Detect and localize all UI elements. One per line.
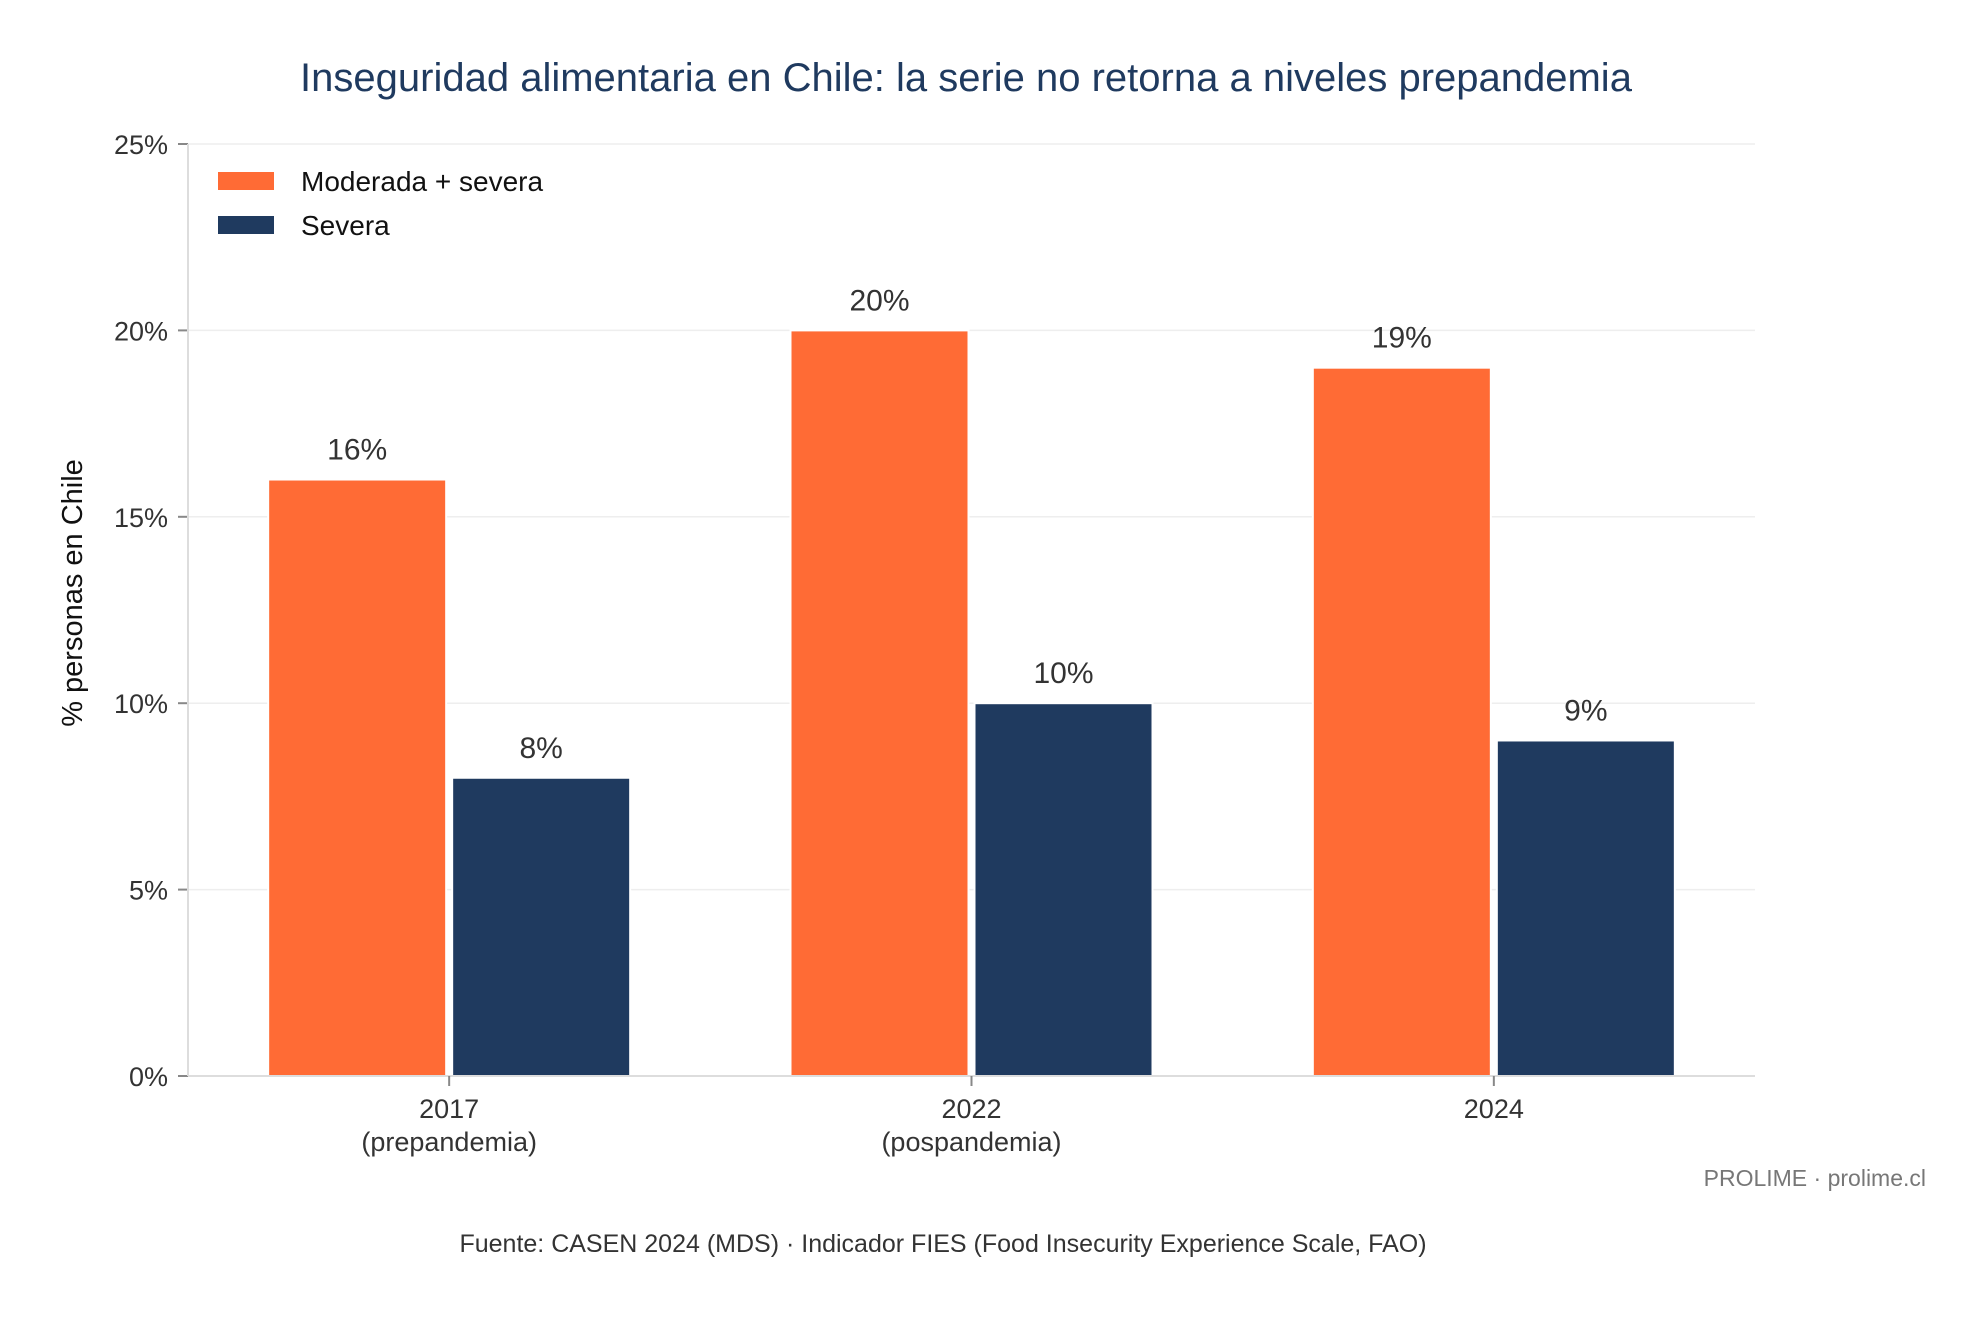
y-axis-label: % personas en Chile xyxy=(57,459,89,727)
data-label: 19% xyxy=(1372,322,1432,355)
y-tick-label: 10% xyxy=(114,689,168,719)
y-axis: 0% 5% 10% 15% 20% 25% xyxy=(114,130,189,1092)
x-tick-label: 2022 xyxy=(941,1094,1001,1124)
y-tick-label: 15% xyxy=(114,503,168,533)
x-tick-label: (prepandemia) xyxy=(361,1127,537,1157)
x-axis: 2017(prepandemia) 2022(pospandemia) 2024 xyxy=(188,1075,1755,1157)
x-tick-label: 2017 xyxy=(419,1094,479,1124)
grid-lines xyxy=(188,143,1755,891)
bar xyxy=(973,702,1154,1077)
legend-swatch xyxy=(218,216,274,234)
data-label: 8% xyxy=(519,732,562,765)
source-text: Fuente: CASEN 2024 (MDS) · Indicador FIE… xyxy=(459,1230,1426,1258)
data-label: 9% xyxy=(1564,694,1607,727)
bar xyxy=(1495,739,1676,1077)
y-tick-label: 0% xyxy=(129,1062,168,1092)
legend-swatch xyxy=(218,172,274,190)
data-label: 20% xyxy=(849,284,909,317)
bar xyxy=(451,776,632,1077)
bar xyxy=(1311,366,1492,1077)
bars: 16% 8% 20% 10% 19% 9% xyxy=(267,284,1676,1077)
y-tick-label: 5% xyxy=(129,876,168,906)
bar xyxy=(789,329,970,1077)
y-tick-label: 20% xyxy=(114,316,168,346)
data-label: 16% xyxy=(327,434,387,467)
bar xyxy=(267,478,448,1077)
legend: Moderada + severa Severa xyxy=(218,166,543,241)
data-label: 10% xyxy=(1033,657,1093,690)
legend-label: Severa xyxy=(301,210,390,241)
credit-text: PROLIME · prolime.cl xyxy=(1704,1165,1926,1191)
legend-label: Moderada + severa xyxy=(301,166,543,197)
x-tick-label: (pospandemia) xyxy=(881,1127,1061,1157)
y-tick-label: 25% xyxy=(114,130,168,160)
x-tick-label: 2024 xyxy=(1464,1094,1524,1124)
chart-title: Inseguridad alimentaria en Chile: la ser… xyxy=(300,56,1633,100)
